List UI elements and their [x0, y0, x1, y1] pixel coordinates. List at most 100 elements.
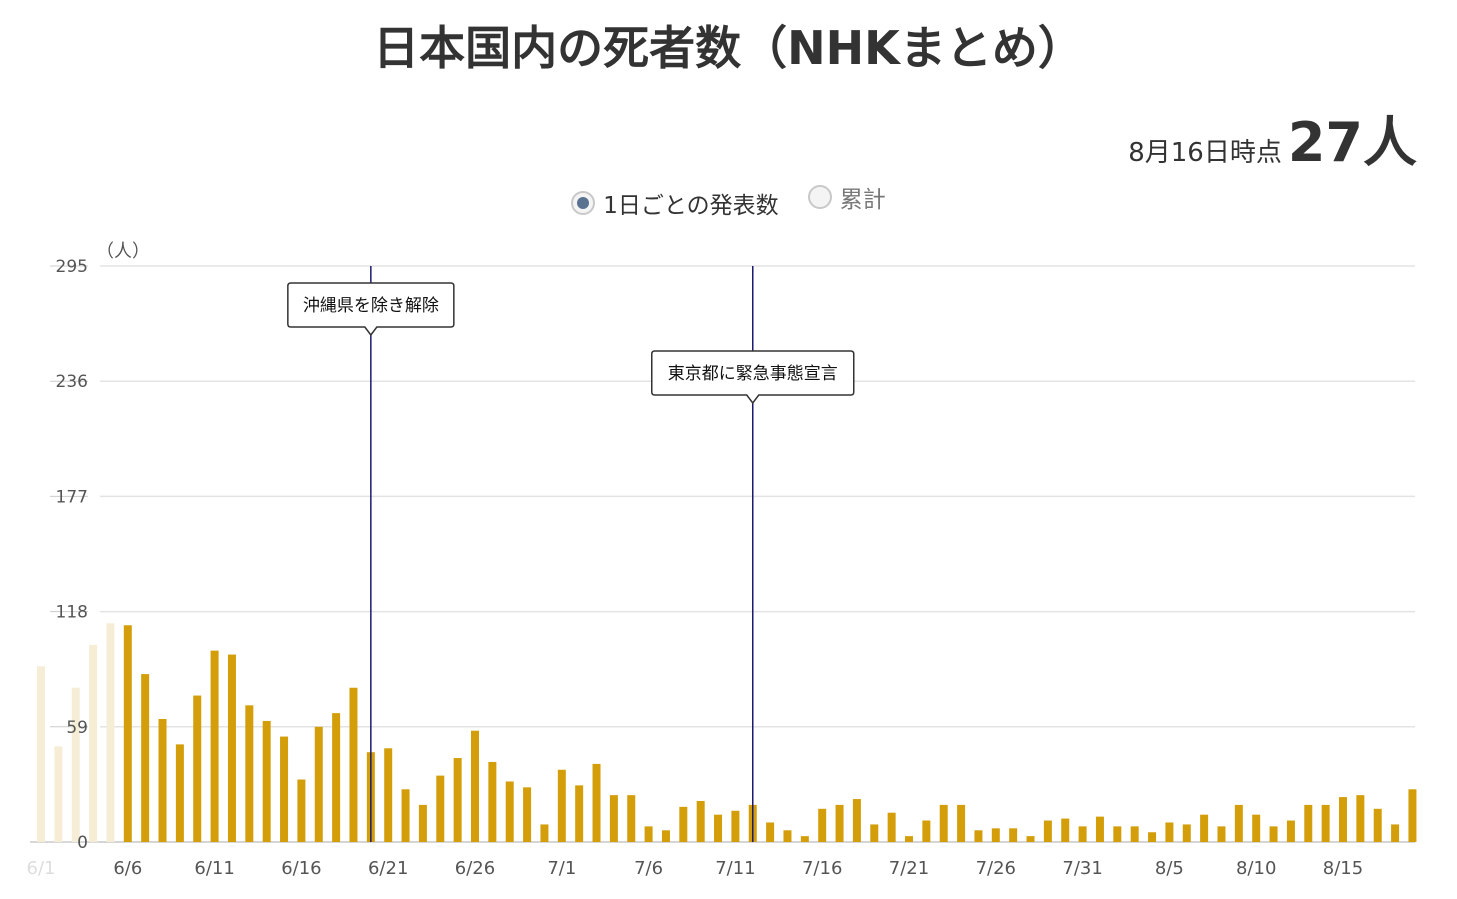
bar — [731, 810, 740, 842]
bar — [922, 820, 931, 842]
x-tick-label: 7/11 — [715, 858, 755, 879]
bar — [766, 822, 775, 842]
bar — [1009, 828, 1018, 842]
x-tick-label: 6/11 — [194, 858, 234, 879]
bar — [384, 748, 393, 842]
y-tick-label: 236 — [56, 372, 88, 392]
bar — [1165, 822, 1174, 842]
bar — [1130, 826, 1139, 842]
bar — [1182, 824, 1191, 842]
bar — [297, 779, 306, 842]
bar — [1043, 820, 1052, 842]
cumulative-radio-label: 累計 — [839, 187, 886, 213]
bar — [592, 763, 601, 842]
view-toggle: 1日ごとの発表数 累計 — [0, 180, 1457, 220]
x-tick-label: 8/10 — [1236, 858, 1276, 879]
as-of-date: 8月16日時点 — [1128, 138, 1282, 168]
radio-selected-icon[interactable] — [571, 191, 596, 215]
cumulative-radio-option[interactable]: 累計 — [807, 180, 886, 214]
bar — [89, 644, 98, 842]
daily-radio-option[interactable]: 1日ごとの発表数 — [571, 186, 779, 220]
bar — [1304, 804, 1313, 842]
bar — [905, 836, 913, 842]
bar — [1234, 804, 1243, 842]
radio-unselected-icon[interactable] — [807, 185, 832, 209]
bar — [1252, 814, 1261, 842]
y-unit-label: （人） — [96, 241, 150, 262]
bar — [679, 806, 688, 842]
x-tick-label: 7/1 — [547, 858, 576, 879]
y-tick-label: 177 — [56, 487, 88, 507]
bar — [575, 785, 584, 842]
bar — [852, 799, 861, 842]
bar — [783, 830, 792, 842]
bar — [505, 781, 514, 842]
bar — [245, 705, 254, 842]
bar — [332, 713, 341, 842]
bar — [974, 830, 983, 842]
x-tick-label: 8/15 — [1323, 858, 1363, 879]
bar — [210, 650, 219, 842]
bar — [1148, 832, 1157, 842]
x-tick-label: 6/21 — [368, 858, 408, 879]
bar — [714, 814, 723, 842]
bar — [158, 718, 167, 842]
y-tick-label: 295 — [56, 257, 88, 277]
annotation-label: 東京都に緊急事態宣言 — [668, 364, 838, 384]
bar — [1356, 795, 1365, 842]
bar — [887, 812, 896, 842]
bar — [262, 720, 271, 842]
bar — [280, 736, 289, 842]
x-tick-label: 7/16 — [802, 858, 842, 879]
bar — [1286, 820, 1295, 842]
bar — [471, 730, 479, 842]
bar — [870, 824, 879, 842]
latest-count: 27人 — [1287, 111, 1417, 174]
bar — [557, 769, 566, 842]
bar — [1373, 808, 1382, 842]
bar — [71, 687, 80, 842]
bar — [627, 795, 636, 842]
bar — [1026, 836, 1035, 842]
bar — [1269, 826, 1278, 842]
bar — [1095, 816, 1104, 842]
bar — [991, 828, 1000, 842]
bar — [1217, 826, 1226, 842]
bar — [141, 674, 150, 842]
x-tick-label: 8/5 — [1155, 858, 1184, 879]
bar — [453, 758, 462, 842]
bar — [1113, 826, 1122, 842]
y-tick-label: 0 — [77, 833, 88, 853]
bar — [106, 623, 115, 842]
bar — [957, 804, 966, 842]
y-tick-label: 59 — [66, 718, 88, 738]
bar — [401, 789, 410, 842]
y-tick-label: 118 — [56, 603, 88, 623]
bar — [939, 804, 948, 842]
bar — [314, 726, 323, 842]
bar — [193, 695, 202, 842]
bar — [835, 804, 844, 842]
bar — [1200, 814, 1209, 842]
bar — [436, 775, 445, 842]
x-tick-label: 7/21 — [889, 858, 929, 879]
bar — [54, 746, 63, 842]
bar — [644, 826, 653, 842]
bar — [661, 830, 670, 842]
bar — [1391, 824, 1400, 842]
bar — [1408, 789, 1417, 842]
bar — [349, 687, 358, 842]
bar — [175, 744, 184, 842]
x-tick-label: 6/6 — [113, 858, 142, 879]
as-of-summary: 8月16日時点 27人 — [1128, 98, 1417, 177]
bar — [1321, 804, 1330, 842]
bar — [1061, 818, 1070, 842]
x-tick-label: 6/1 — [27, 858, 56, 879]
bar — [540, 824, 549, 842]
bar — [800, 836, 809, 842]
bar — [818, 808, 827, 842]
bar — [1339, 797, 1347, 842]
bar — [227, 654, 236, 842]
bar — [488, 761, 497, 842]
